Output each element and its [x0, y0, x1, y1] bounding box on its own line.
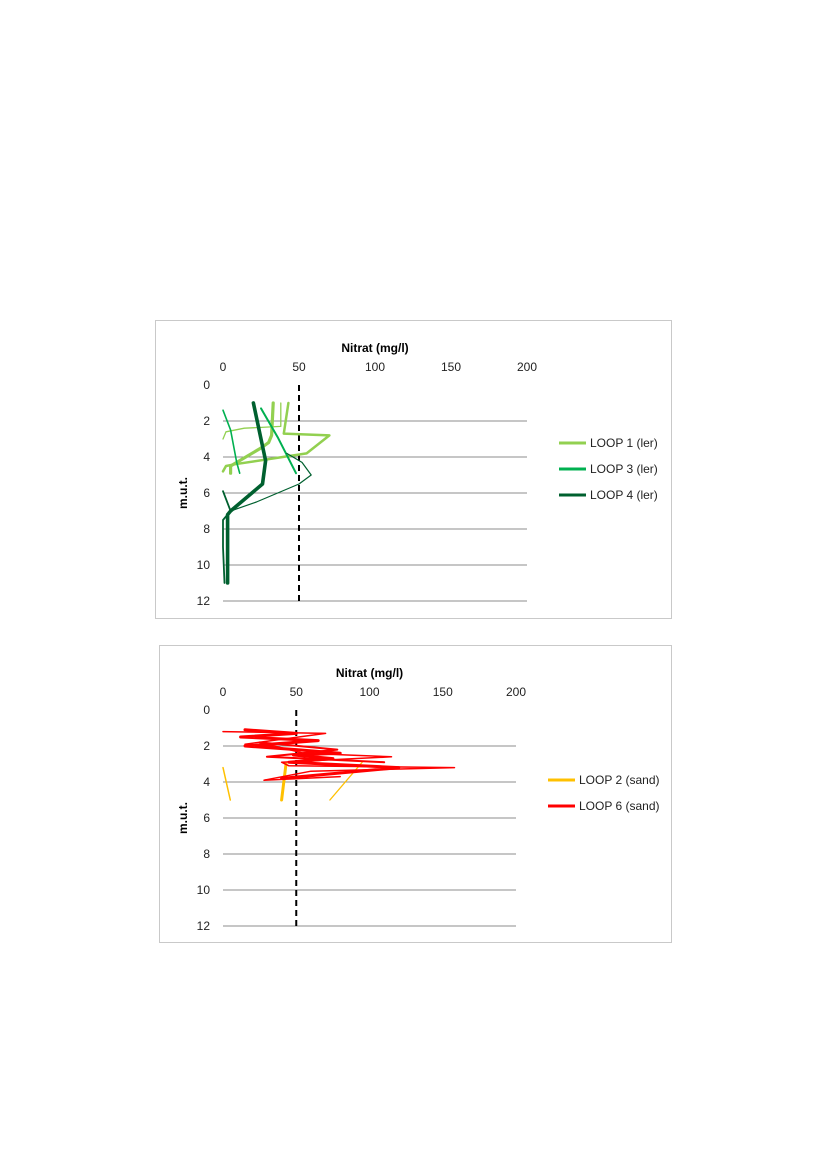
y-axis-label: m.u.t.	[176, 477, 190, 509]
series-line	[225, 401, 268, 585]
y-tick-label: 2	[203, 739, 210, 753]
y-tick-label: 8	[203, 522, 210, 536]
x-tick-label: 150	[441, 360, 461, 374]
y-tick-label: 4	[203, 775, 210, 789]
y-tick-label: 2	[203, 414, 210, 428]
x-tick-label: 0	[220, 685, 227, 699]
chart-panel-clay: Nitrat (mg/l) 0 50 100 150 200 0 2 4 6 8 10 12 m.u.t.…	[155, 320, 672, 619]
legend-label: LOOP 6 (sand)	[579, 799, 659, 813]
y-tick-label: 4	[203, 450, 210, 464]
y-tick-label: 0	[203, 703, 210, 717]
legend-label: LOOP 4 (ler)	[590, 488, 658, 502]
series-line	[260, 407, 297, 475]
chart-title: Nitrat (mg/l)	[336, 666, 403, 680]
series-line	[222, 402, 282, 440]
legend-label: LOOP 1 (ler)	[590, 436, 658, 450]
x-tick-label: 200	[517, 360, 537, 374]
x-tick-label: 50	[292, 360, 306, 374]
series-line	[222, 409, 241, 474]
y-tick-label: 12	[197, 594, 211, 608]
series-line	[222, 490, 232, 584]
y-tick-label: 10	[197, 883, 211, 897]
chart-title: Nitrat (mg/l)	[341, 341, 408, 355]
series-line	[280, 762, 288, 802]
x-tick-label: 100	[359, 685, 379, 699]
x-tick-label: 50	[290, 685, 304, 699]
legend-label: LOOP 2 (sand)	[579, 773, 659, 787]
series-line	[258, 741, 386, 764]
x-tick-label: 100	[365, 360, 385, 374]
y-tick-label: 6	[203, 811, 210, 825]
y-tick-label: 8	[203, 847, 210, 861]
y-tick-label: 10	[197, 558, 211, 572]
legend-label: LOOP 3 (ler)	[590, 462, 658, 476]
series-line	[221, 401, 331, 473]
y-axis-label: m.u.t.	[176, 802, 190, 834]
chart-svg-clay: Nitrat (mg/l) 0 50 100 150 200 0 2 4 6 8 10 12 m.u.t.…	[176, 341, 658, 608]
x-tick-label: 0	[220, 360, 227, 374]
x-tick-label: 150	[433, 685, 453, 699]
series-line	[228, 401, 275, 475]
series-line	[222, 766, 232, 801]
x-tick-label: 200	[506, 685, 526, 699]
y-tick-label: 6	[203, 486, 210, 500]
chart-svg-sand: Nitrat (mg/l) 0 50 100 150 200 0 2 4 6 8 10 12 m.u.t.…	[176, 666, 659, 933]
y-tick-label: 0	[203, 378, 210, 392]
y-tick-label: 12	[197, 919, 211, 933]
series-line	[229, 452, 312, 512]
chart-panel-sand: Nitrat (mg/l) 0 50 100 150 200 0 2 4 6 8 10 12 m.u.t.…	[159, 645, 672, 943]
series-line	[329, 761, 363, 801]
